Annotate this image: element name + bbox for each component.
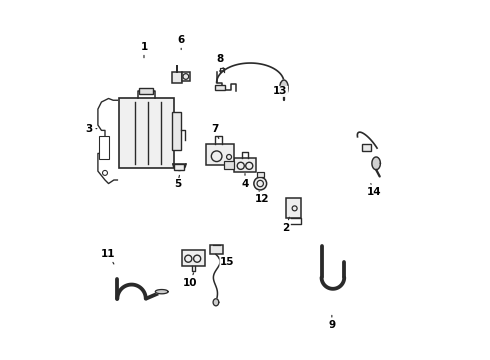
Bar (140, 88, 153, 94)
Bar (172, 72, 182, 82)
Bar (119, 99, 174, 168)
Bar (257, 172, 264, 177)
Bar (172, 112, 181, 150)
Text: 12: 12 (255, 192, 270, 204)
Polygon shape (213, 299, 219, 306)
Text: 7: 7 (211, 123, 219, 139)
Text: 5: 5 (174, 175, 181, 189)
Text: 14: 14 (367, 184, 382, 197)
Text: 15: 15 (219, 257, 235, 267)
Text: 9: 9 (328, 315, 335, 330)
Bar (224, 161, 234, 169)
Text: 11: 11 (101, 249, 116, 264)
Text: 3: 3 (85, 123, 97, 134)
Text: 10: 10 (183, 273, 197, 288)
Bar (215, 85, 225, 90)
Bar (182, 72, 190, 81)
Bar (182, 250, 205, 266)
Bar (234, 158, 256, 172)
Polygon shape (280, 80, 288, 96)
Text: 6: 6 (177, 35, 185, 50)
Bar (206, 144, 234, 165)
Bar (362, 144, 371, 150)
Text: 4: 4 (241, 174, 249, 189)
Polygon shape (155, 289, 168, 294)
Text: 2: 2 (282, 217, 290, 233)
Circle shape (254, 177, 267, 190)
Text: 8: 8 (217, 54, 224, 69)
Text: 13: 13 (273, 82, 288, 96)
Bar (99, 136, 109, 159)
Bar (287, 198, 301, 218)
Polygon shape (372, 157, 380, 170)
Text: 1: 1 (140, 42, 147, 58)
Bar (210, 244, 223, 255)
Bar (174, 164, 184, 170)
